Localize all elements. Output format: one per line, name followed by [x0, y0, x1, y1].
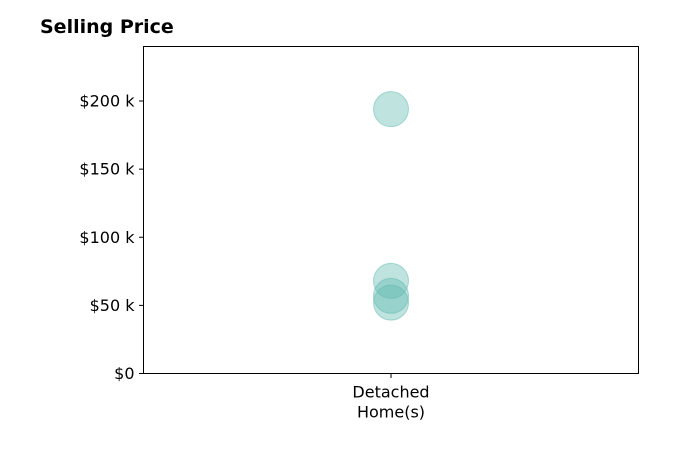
data-point — [373, 284, 409, 321]
data-point — [373, 91, 409, 128]
x-tick-label: Home(s) — [357, 403, 425, 422]
y-tick-label: $50 k — [90, 296, 136, 315]
y-tick-label: $150 k — [79, 160, 135, 179]
y-tick-label: $200 k — [79, 92, 135, 111]
chart-title: Selling Price — [40, 16, 174, 38]
y-axis: $0 $50 k $100 k $150 k $200 k — [79, 92, 144, 383]
y-tick-label: $100 k — [79, 228, 135, 247]
x-tick-label: Detached — [352, 383, 429, 402]
data-point — [373, 262, 409, 299]
points-layer — [373, 91, 409, 321]
y-tick-label: $0 — [114, 364, 134, 383]
